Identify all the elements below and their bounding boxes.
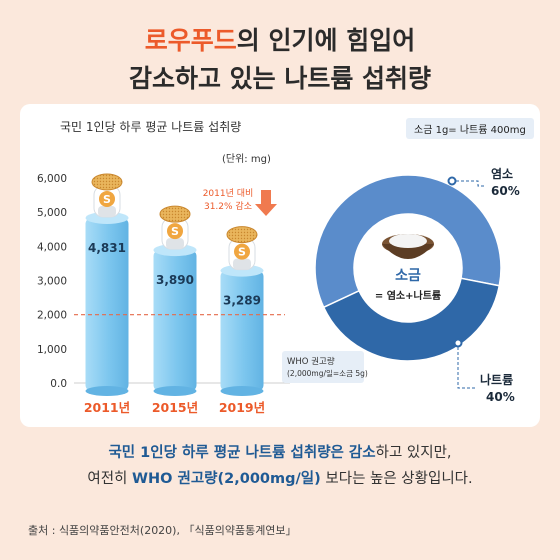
- bar-value-label: 4,831: [88, 241, 126, 255]
- caption-line2-a: 여전히: [87, 471, 132, 487]
- caption-line1-rest: 하고 있지만,: [375, 445, 452, 461]
- callout-line: [456, 180, 486, 187]
- bar: [153, 250, 197, 391]
- callout-dot: [447, 176, 457, 186]
- reduction-note-line1: 2011년 대비: [203, 188, 254, 199]
- callout-dot: [453, 338, 463, 348]
- down-arrow-icon: [255, 190, 277, 216]
- y-tick-label: 5,000: [37, 207, 67, 219]
- title-accent: 로우푸드: [144, 26, 237, 55]
- bar-top: [85, 211, 129, 224]
- bar-base: [85, 386, 129, 396]
- y-tick-label: 3,000: [37, 276, 67, 288]
- shaker-cap: [226, 226, 258, 244]
- source-note: 출처 : 식품의약품안전처(2020), 「식품의약품통계연보」: [28, 524, 297, 537]
- x-tick-label: 2011년: [84, 400, 130, 415]
- shaker-cap: [91, 173, 123, 191]
- caption-line1-bold: 국민 1인당 하루 평균 나트륨 섭취량은 감소: [108, 445, 376, 461]
- bar-base: [220, 386, 264, 396]
- pie-center-formula: = 염소+나트륨: [375, 289, 441, 302]
- bar-value-label: 3,289: [223, 294, 261, 308]
- y-tick-label: 0.0: [50, 378, 67, 390]
- x-tick-label: 2015년: [152, 400, 198, 415]
- bar-top: [220, 264, 264, 277]
- shaker-letter: S: [171, 225, 179, 238]
- donut-hole: [354, 214, 462, 322]
- salt-pile: [389, 234, 427, 248]
- caption-line2-bold: WHO 권고량(2,000mg/일): [132, 471, 321, 487]
- who-note-line1: WHO 권고량: [287, 356, 335, 367]
- bar-value-label: 3,890: [156, 273, 194, 287]
- conversion-note: 소금 1g= 나트륨 400mg: [406, 118, 534, 139]
- pie-slice-value: 40%: [486, 390, 515, 404]
- pie-center-title: 소금: [395, 268, 421, 284]
- bar-top: [153, 244, 197, 257]
- shaker-cap: [159, 205, 191, 223]
- y-tick-label: 4,000: [37, 241, 67, 253]
- bar-base: [153, 386, 197, 396]
- y-tick-label: 2,000: [37, 310, 67, 322]
- y-tick-label: 6,000: [37, 173, 67, 185]
- who-note-box: [282, 351, 364, 383]
- shaker-letter: S: [238, 246, 246, 259]
- pie-slice-value: 60%: [491, 184, 520, 198]
- bar: [85, 217, 129, 391]
- shaker-label-circle: [167, 223, 183, 240]
- unit-label: (단위: mg): [222, 154, 271, 165]
- pie-slice-label: 나트륨: [480, 372, 513, 387]
- page-title: 로우푸드의 인기에 힘입어 감소하고 있는 나트륨 섭취량: [0, 22, 560, 98]
- x-tick-label: 2019년: [219, 400, 265, 415]
- shaker-label-circle: [234, 243, 250, 260]
- pie-slice-label: 염소: [491, 166, 513, 181]
- reduction-note-line2: 31.2% 감소: [204, 200, 252, 212]
- who-note-line2: (2,000mg/일=소금 5g): [287, 369, 368, 378]
- callout-line: [457, 347, 476, 389]
- shaker-label-circle: [99, 190, 115, 207]
- bar: [220, 270, 264, 391]
- title-rest: 의 인기에 힘입어: [236, 26, 416, 55]
- salt-bowl-base: [382, 244, 434, 259]
- shaker-salt-fill: [98, 205, 116, 217]
- shaker-letter: S: [103, 193, 111, 206]
- caption-line2-b: 보다는 높은 상황입니다.: [320, 471, 473, 487]
- caption: 국민 1인당 하루 평균 나트륨 섭취량은 감소하고 있지만, 여전히 WHO …: [0, 440, 560, 492]
- shaker-salt-fill: [233, 258, 251, 270]
- bar-chart-title: 국민 1인당 하루 평균 나트륨 섭취량: [60, 120, 242, 134]
- title-line2: 감소하고 있는 나트륨 섭취량: [128, 64, 432, 93]
- y-tick-label: 1,000: [37, 344, 67, 356]
- shaker-salt-fill: [166, 238, 184, 250]
